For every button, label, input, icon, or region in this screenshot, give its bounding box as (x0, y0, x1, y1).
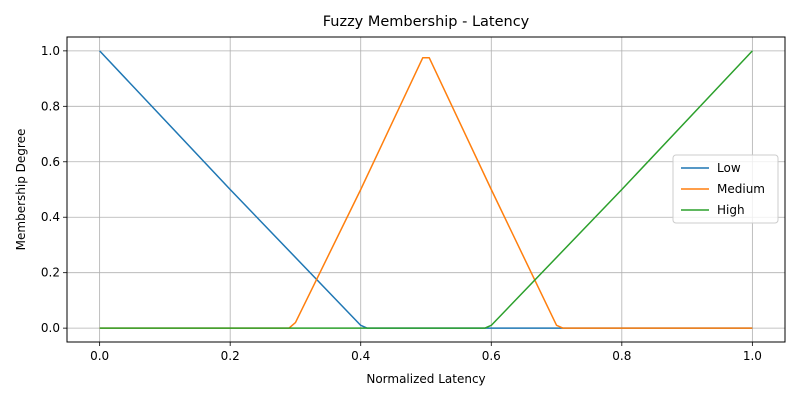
series-line-low (99, 50, 753, 329)
legend-label-medium: Medium (717, 182, 765, 196)
x-tick-label: 0.0 (90, 349, 109, 363)
y-axis-ticks: 0.0 0.2 0.4 0.6 0.8 1.0 (41, 44, 67, 335)
x-tick-label: 0.8 (612, 349, 631, 363)
x-axis-ticks: 0.0 0.2 0.4 0.6 0.8 1.0 (90, 342, 762, 363)
legend-box (672, 154, 779, 224)
chart-title: Fuzzy Membership - Latency (323, 14, 530, 30)
x-tick-label: 1.0 (743, 349, 762, 363)
y-tick-label: 0.0 (41, 321, 60, 335)
y-tick-label: 0.8 (41, 99, 60, 113)
legend-label-high: High (717, 203, 745, 217)
legend-label-low: Low (717, 161, 741, 175)
y-tick-label: 0.6 (41, 155, 60, 169)
series-lines (99, 50, 753, 329)
legend: Low Medium High (672, 154, 779, 224)
y-tick-label: 0.2 (41, 266, 60, 280)
y-axis-label: Membership Degree (14, 129, 28, 251)
x-tick-label: 0.4 (351, 349, 370, 363)
y-tick-label: 1.0 (41, 44, 60, 58)
series-line-medium (99, 57, 753, 329)
plot-frame (66, 36, 786, 343)
y-tick-label: 0.4 (41, 210, 60, 224)
x-tick-label: 0.2 (221, 349, 240, 363)
x-axis-label: Normalized Latency (366, 372, 485, 386)
x-tick-label: 0.6 (482, 349, 501, 363)
series-line-high (99, 50, 753, 329)
